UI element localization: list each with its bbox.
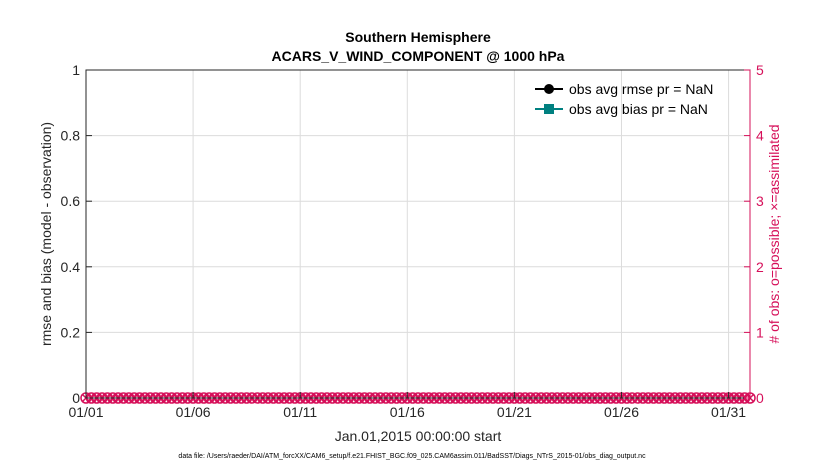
legend-marker-rmse: [544, 84, 554, 94]
x-axis-label: Jan.01,2015 00:00:00 start: [335, 428, 502, 444]
legend-marker-bias: [544, 104, 554, 114]
x-tick-label: 01/16: [390, 404, 425, 420]
x-tick-label: 01/11: [283, 404, 317, 420]
y-ticks: 0 0.2 0.4 0.6 0.8 1: [61, 62, 92, 406]
y-right-tick-label: 5: [756, 62, 764, 78]
y-tick-label: 0: [72, 390, 80, 406]
y-tick-label: 0.2: [61, 324, 81, 340]
x-ticks: 01/01 01/06 01/11 01/16 01/21 01/26 01/31: [68, 392, 746, 420]
y-right-tick-label: 4: [756, 128, 764, 144]
grid: [85, 69, 750, 399]
legend-label-rmse: obs avg rmse pr = NaN: [569, 81, 713, 97]
y-axis-label: rmse and bias (model - observation): [38, 122, 54, 346]
legend-entry-bias: obs avg bias pr = NaN: [535, 101, 708, 117]
y-right-tick-label: 0: [756, 390, 764, 406]
title-line-2: ACARS_V_WIND_COMPONENT @ 1000 hPa: [272, 48, 565, 64]
legend: obs avg rmse pr = NaN obs avg bias pr = …: [535, 81, 713, 117]
y-ticks-right: 0 1 2 3 4 5: [744, 62, 764, 406]
legend-entry-rmse: obs avg rmse pr = NaN: [535, 81, 713, 97]
x-tick-label: 01/26: [604, 404, 639, 420]
y-tick-label: 0.6: [61, 193, 81, 209]
x-tick-label: 01/01: [68, 404, 103, 420]
title-line-1: Southern Hemisphere: [345, 29, 491, 45]
y-axis-label-right: # of obs: o=possible; ×=assimilated: [766, 124, 782, 343]
x-tick-label: 01/21: [497, 404, 532, 420]
plot-frame: [85, 69, 751, 399]
y-tick-label: 0.8: [61, 128, 81, 144]
x-tick-label: 01/31: [711, 404, 746, 420]
x-tick-label: 01/06: [176, 404, 211, 420]
y-tick-label: 1: [72, 62, 80, 78]
y-right-tick-label: 2: [756, 259, 764, 275]
y-right-tick-label: 3: [756, 193, 764, 209]
y-right-tick-label: 1: [756, 324, 764, 340]
footnote: data file: /Users/raeder/DAI/ATM_forcXX/…: [178, 453, 646, 460]
y-tick-label: 0.4: [61, 259, 81, 275]
legend-label-bias: obs avg bias pr = NaN: [569, 101, 708, 117]
